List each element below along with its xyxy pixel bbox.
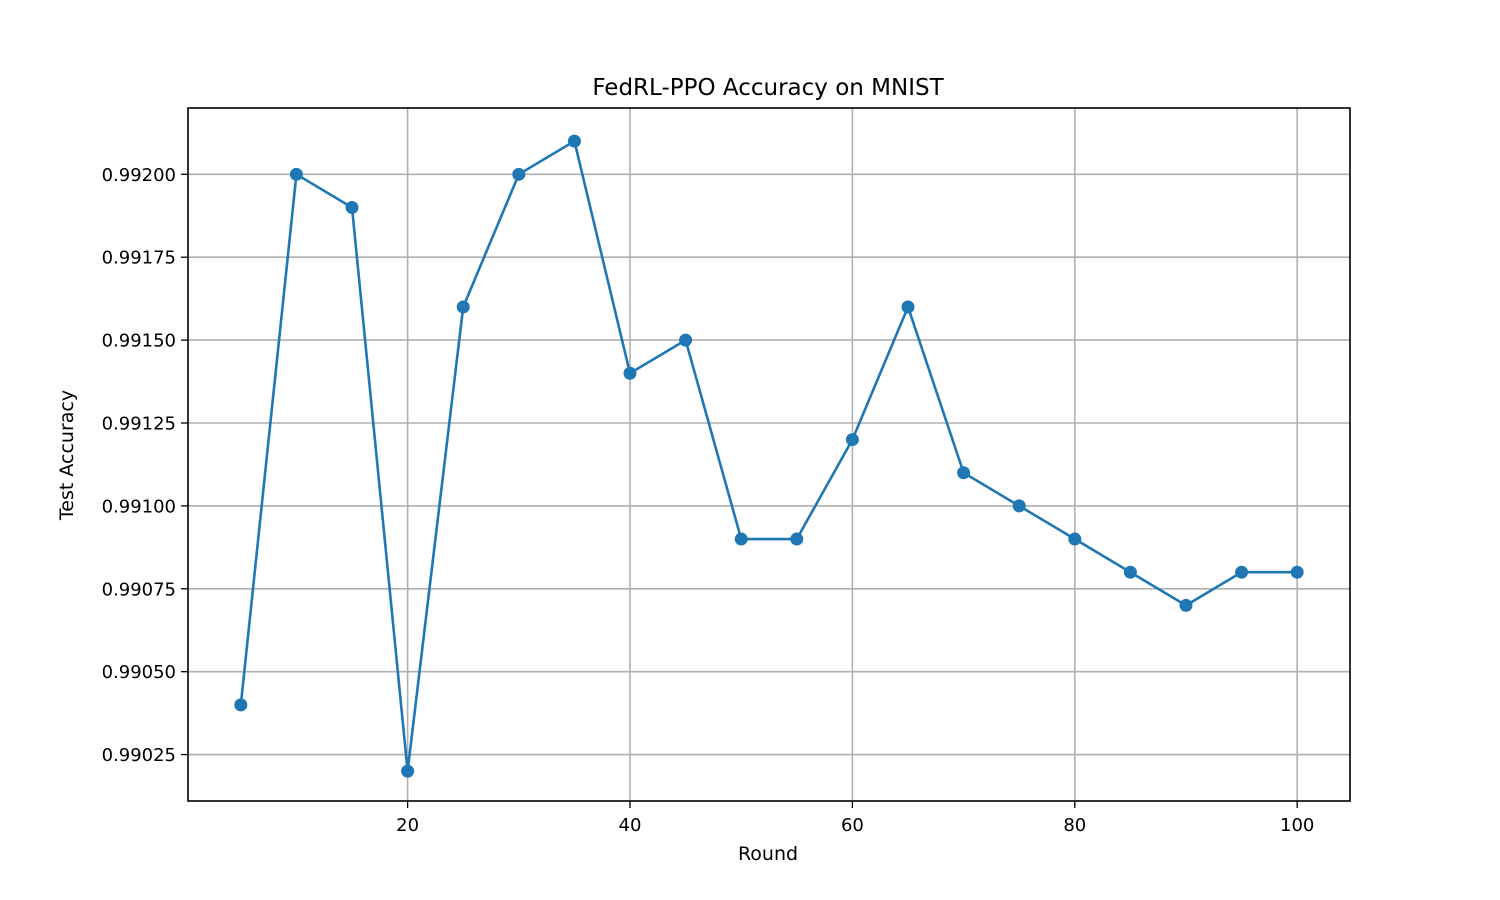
data-point-marker: [1290, 565, 1304, 579]
y-tick-label: 0.99100: [102, 496, 176, 517]
data-point-marker: [234, 698, 248, 712]
x-tick-label: 60: [841, 815, 864, 836]
data-point-marker: [345, 200, 359, 214]
data-point-marker: [1123, 565, 1137, 579]
data-point-marker: [401, 764, 415, 778]
data-point-marker: [1235, 565, 1249, 579]
data-point-marker: [957, 466, 971, 480]
data-point-marker: [289, 167, 303, 181]
y-tick-label: 0.99125: [102, 414, 176, 435]
data-point-marker: [623, 366, 637, 380]
y-tick-label: 0.99050: [102, 662, 176, 683]
y-tick-label: 0.99025: [102, 745, 176, 766]
data-point-marker: [901, 300, 915, 314]
y-tick-label: 0.99175: [102, 248, 176, 269]
data-point-marker: [1068, 532, 1082, 546]
data-point-marker: [734, 532, 748, 546]
data-point-marker: [790, 532, 804, 546]
data-point-marker: [456, 300, 470, 314]
data-point-marker: [512, 167, 526, 181]
data-point-marker: [679, 333, 693, 347]
x-tick-label: 40: [619, 815, 642, 836]
data-point-marker: [1012, 499, 1026, 513]
axes: [181, 107, 1351, 808]
series-line: [239, 139, 1298, 773]
y-axis-label: Test Accuracy: [56, 390, 78, 521]
data-point-marker: [845, 433, 859, 447]
tick-labels: 20 40 60 80 100 0.99025 0.99050 0.99075 0.99100 0…: [102, 165, 1315, 836]
data-point-marker: [567, 134, 581, 148]
y-tick-label: 0.99150: [102, 331, 176, 352]
grid-lines: [188, 108, 1350, 801]
x-axis-label: Round: [738, 843, 798, 865]
data-point-marker: [1179, 598, 1193, 612]
series: [234, 134, 1304, 778]
x-tick-label: 80: [1063, 815, 1086, 836]
y-tick-label: 0.99200: [102, 165, 176, 186]
x-tick-label: 20: [396, 815, 419, 836]
plot-frame: [187, 107, 1351, 802]
y-tick-label: 0.99075: [102, 579, 176, 600]
chart-title: FedRL-PPO Accuracy on MNIST: [592, 75, 944, 101]
x-tick-label: 100: [1280, 815, 1314, 836]
